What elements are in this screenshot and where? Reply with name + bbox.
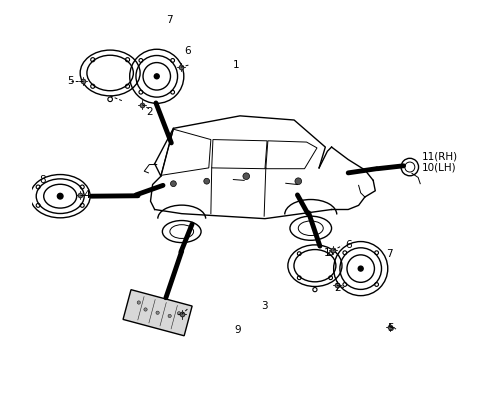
Circle shape — [204, 178, 210, 184]
Circle shape — [154, 74, 159, 79]
Text: 7: 7 — [166, 15, 172, 25]
Text: 10(LH): 10(LH) — [422, 163, 457, 173]
Circle shape — [144, 308, 147, 311]
Text: 1: 1 — [324, 248, 331, 258]
Text: 5: 5 — [387, 323, 394, 333]
Text: 3: 3 — [261, 301, 267, 311]
Text: 7: 7 — [386, 249, 392, 259]
FancyBboxPatch shape — [123, 290, 192, 336]
Text: 8: 8 — [39, 175, 46, 184]
Circle shape — [58, 193, 63, 199]
Circle shape — [295, 178, 301, 184]
Circle shape — [358, 266, 363, 271]
Text: 2: 2 — [335, 283, 341, 293]
Text: 6: 6 — [346, 240, 352, 250]
Circle shape — [170, 181, 176, 186]
Text: 4: 4 — [84, 190, 91, 200]
Circle shape — [137, 301, 141, 304]
Text: 6: 6 — [185, 47, 192, 56]
Text: 11(RH): 11(RH) — [422, 151, 458, 161]
Circle shape — [243, 173, 250, 179]
Text: 9: 9 — [235, 325, 241, 335]
Text: 5: 5 — [67, 76, 73, 86]
Circle shape — [168, 314, 171, 318]
Circle shape — [156, 311, 159, 314]
Text: 1: 1 — [232, 59, 239, 70]
Text: 2: 2 — [146, 107, 153, 116]
Circle shape — [177, 312, 180, 315]
